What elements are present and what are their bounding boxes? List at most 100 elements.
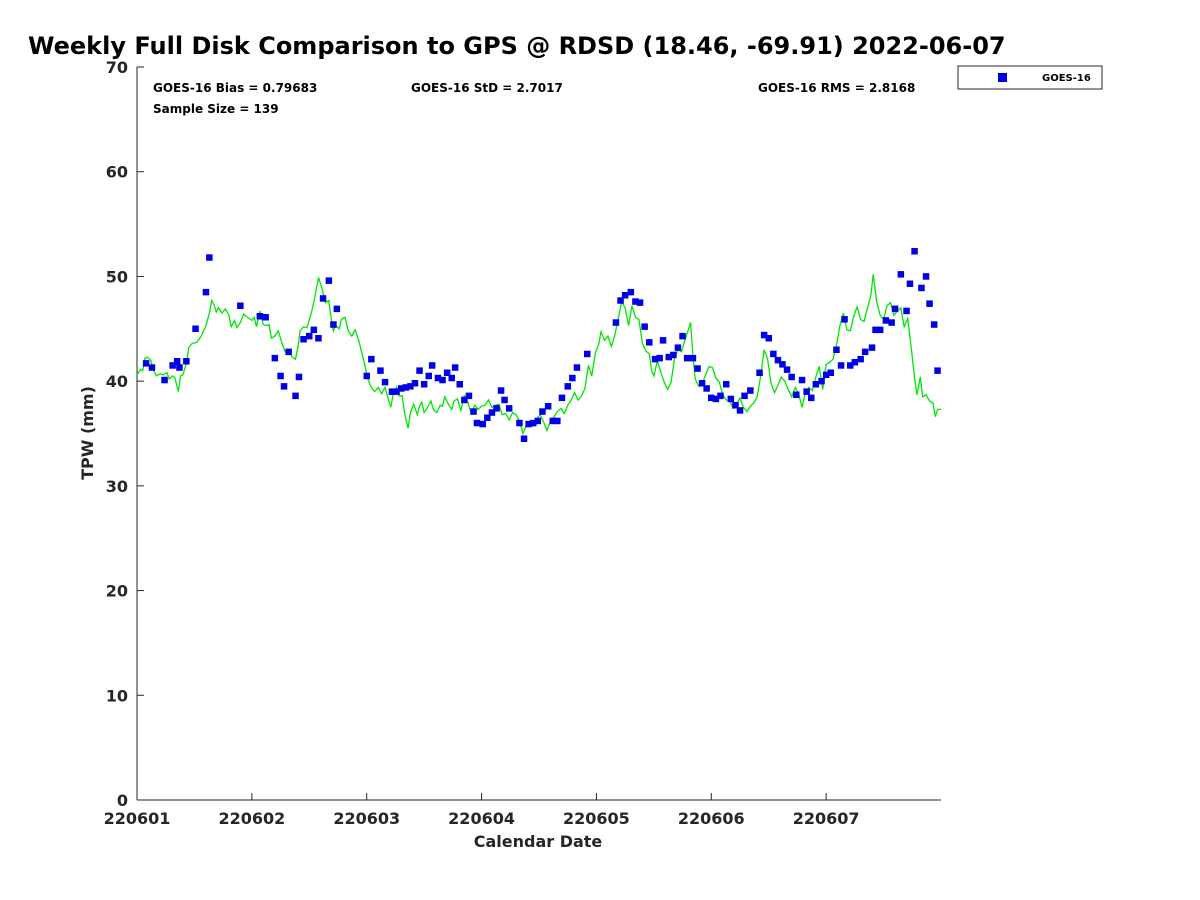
goes-16-point — [280, 383, 288, 390]
goes-16-point — [732, 402, 739, 409]
goes-16-point — [516, 419, 523, 427]
goes-16-point — [793, 391, 800, 398]
goes-16-point — [564, 383, 571, 390]
legend: GOES-16 — [957, 65, 1103, 90]
x-tick-label: 220606 — [678, 809, 745, 828]
goes-16-point — [388, 388, 396, 395]
goes-16-point — [544, 403, 552, 410]
goes-16-point — [554, 417, 561, 425]
y-tick-label: 60 — [106, 163, 128, 182]
stat-sample-size: Sample Size = 139 — [153, 102, 279, 116]
goes-16-point — [520, 435, 528, 442]
goes-16-point — [646, 339, 653, 346]
goes-16-point — [479, 420, 486, 428]
goes-16-point — [558, 394, 566, 402]
goes-16-point — [325, 277, 333, 284]
goes-16-point — [827, 369, 834, 376]
goes-16-point — [612, 319, 620, 326]
goes-16-point — [903, 307, 910, 315]
goes-16-point — [617, 297, 624, 304]
goes-16-point — [333, 305, 341, 313]
goes-16-point — [368, 355, 375, 363]
goes-16-point — [837, 362, 845, 369]
goes-16-point — [448, 374, 455, 382]
goes-16-point — [237, 302, 244, 309]
legend-label-goes-16: GOES-16 — [1042, 73, 1091, 84]
goes-16-point — [451, 364, 459, 371]
x-tick-label: 220601 — [104, 809, 171, 828]
goes-16-point — [641, 323, 648, 330]
goes-16-point — [573, 364, 581, 371]
goes-16-point — [416, 367, 423, 374]
goes-16-point — [484, 414, 491, 421]
goes-16-point — [756, 369, 763, 376]
goes-16-point — [456, 381, 463, 388]
goes-16-point — [679, 332, 686, 340]
x-tick-label: 220607 — [793, 809, 860, 828]
goes-16-point — [698, 380, 706, 387]
y-tick-label: 10 — [106, 686, 128, 705]
stats-annotations: GOES-16 Bias = 0.79683 Sample Size = 139… — [153, 81, 915, 116]
goes-16-point — [876, 326, 884, 334]
goes-16-point — [736, 407, 744, 414]
goes-16-point — [621, 292, 629, 299]
goes-16-point — [363, 372, 370, 380]
goes-16-point — [439, 376, 446, 384]
goes-16-point — [897, 271, 905, 278]
goes-16-point — [443, 369, 451, 376]
goes-16-point — [256, 313, 264, 320]
goes-16-point — [501, 396, 508, 404]
legend-box — [957, 65, 1103, 90]
plot-area — [136, 67, 941, 801]
goes-16-point — [723, 381, 730, 388]
goes-16-point — [428, 362, 436, 369]
goes-16-point — [930, 321, 938, 328]
goes-16-point — [310, 326, 318, 334]
goes-16-point — [393, 388, 400, 395]
goes-16-point — [717, 392, 724, 400]
goes-16-point — [292, 392, 299, 400]
goes-16-point — [534, 417, 542, 425]
goes-16-point — [465, 392, 473, 400]
x-axis-label: Calendar Date — [474, 832, 603, 851]
goes-16-point — [300, 336, 307, 343]
goes-16-point — [420, 381, 428, 388]
goes-16-point — [295, 373, 303, 381]
goes-16-point — [285, 348, 292, 356]
goes-16-point — [779, 361, 786, 368]
goes-16-point — [315, 335, 322, 342]
goes-16-point — [434, 374, 442, 382]
goes-16-point — [906, 280, 914, 287]
goes-16-point — [632, 298, 639, 305]
goes-16-point — [783, 366, 791, 373]
chart-title: Weekly Full Disk Comparison to GPS @ RDS… — [28, 32, 1006, 60]
goes-16-point — [808, 394, 815, 402]
goes-16-point — [397, 385, 405, 392]
x-axis-ticks: 220601 220602 220603 220604 220605 220606 2206… — [104, 793, 860, 828]
goes-16-point — [277, 372, 284, 380]
stat-bias: GOES-16 Bias = 0.79683 — [153, 81, 317, 95]
goes-16-point — [173, 358, 181, 365]
goes-16-point — [788, 373, 795, 381]
x-tick-label: 220605 — [563, 809, 630, 828]
goes-16-point — [760, 331, 768, 339]
goes-16-point — [683, 354, 691, 362]
goes-16-point — [872, 326, 879, 334]
goes-16-point — [473, 419, 481, 427]
goes-16-point — [183, 358, 190, 365]
goes-16-point — [847, 362, 854, 369]
goes-16-point — [888, 319, 895, 326]
y-tick-label: 50 — [106, 267, 128, 286]
legend-marker-goes-16 — [998, 73, 1007, 82]
goes-16-point — [918, 284, 925, 292]
y-axis-ticks: 0 10 20 30 40 50 60 70 — [106, 58, 144, 810]
goes-16-point — [627, 288, 635, 296]
goes-16-point — [798, 376, 806, 384]
goes-16-point — [741, 392, 748, 400]
goes-16-point — [689, 354, 697, 362]
goes-16-point — [851, 359, 859, 366]
goes-16-point — [505, 405, 513, 412]
goes-16-point — [727, 395, 735, 403]
goes-16-point — [407, 383, 414, 390]
